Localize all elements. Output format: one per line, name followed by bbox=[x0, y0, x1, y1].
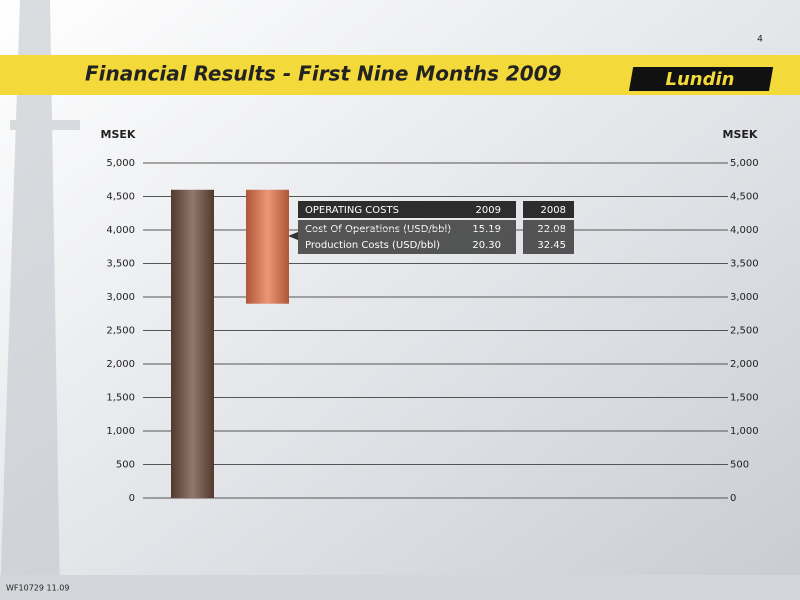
logo-box bbox=[628, 67, 774, 91]
pointer bbox=[288, 232, 298, 240]
table-cell: 32.45 bbox=[537, 240, 566, 251]
y2-tick-label: 5,000 bbox=[730, 158, 759, 169]
table-header-bg bbox=[298, 201, 516, 218]
table-body-bg bbox=[298, 220, 516, 254]
logo: Lundin bbox=[666, 69, 735, 90]
y2-tick-label: 3,500 bbox=[730, 259, 759, 270]
table-cell: 20.30 bbox=[472, 240, 501, 251]
rig-silhouette bbox=[0, 0, 80, 600]
y-tick-label: 4,000 bbox=[106, 225, 135, 236]
y-tick-label: 500 bbox=[116, 460, 135, 471]
table-header-bg bbox=[523, 201, 574, 218]
y-tick-label: 2,000 bbox=[106, 359, 135, 370]
y-tick-label: 3,500 bbox=[106, 259, 135, 270]
y2-tick-label: 1,500 bbox=[730, 393, 759, 404]
y-tick-label: 1,500 bbox=[106, 393, 135, 404]
table-cell: Production Costs (USD/bbl) bbox=[305, 240, 440, 251]
table-body-bg bbox=[523, 220, 574, 254]
table-header: 2008 bbox=[541, 205, 566, 216]
table-header: OPERATING COSTS bbox=[305, 205, 399, 216]
y-tick-label: 2,500 bbox=[106, 326, 135, 337]
y2-tick-label: 2,500 bbox=[730, 326, 759, 337]
y2-tick-label: 1,000 bbox=[730, 426, 759, 437]
footer-code: WF10729 11.09 bbox=[6, 584, 69, 593]
y-tick-label: 4,500 bbox=[106, 192, 135, 203]
y2-tick-label: 3,000 bbox=[730, 292, 759, 303]
y2-tick-label: 4,500 bbox=[730, 192, 759, 203]
y-tick-label: 3,000 bbox=[106, 292, 135, 303]
page-number: 4 bbox=[757, 35, 763, 45]
y2-axis-label: MSEK bbox=[723, 128, 758, 141]
y-tick-label: 5,000 bbox=[106, 158, 135, 169]
y2-tick-label: 500 bbox=[730, 460, 749, 471]
footer-band bbox=[0, 575, 800, 600]
bar-shade bbox=[171, 189, 214, 499]
y-tick-label: 0 bbox=[129, 493, 135, 504]
y2-tick-label: 4,000 bbox=[730, 225, 759, 236]
bar-shade bbox=[246, 189, 289, 304]
y-axis-label: MSEK bbox=[101, 128, 136, 141]
y-tick-label: 1,000 bbox=[106, 426, 135, 437]
y2-tick-label: 0 bbox=[730, 493, 736, 504]
table-header: 2009 bbox=[476, 205, 501, 216]
title: Financial Results - First Nine Months 20… bbox=[85, 62, 562, 86]
y2-tick-label: 2,000 bbox=[730, 359, 759, 370]
